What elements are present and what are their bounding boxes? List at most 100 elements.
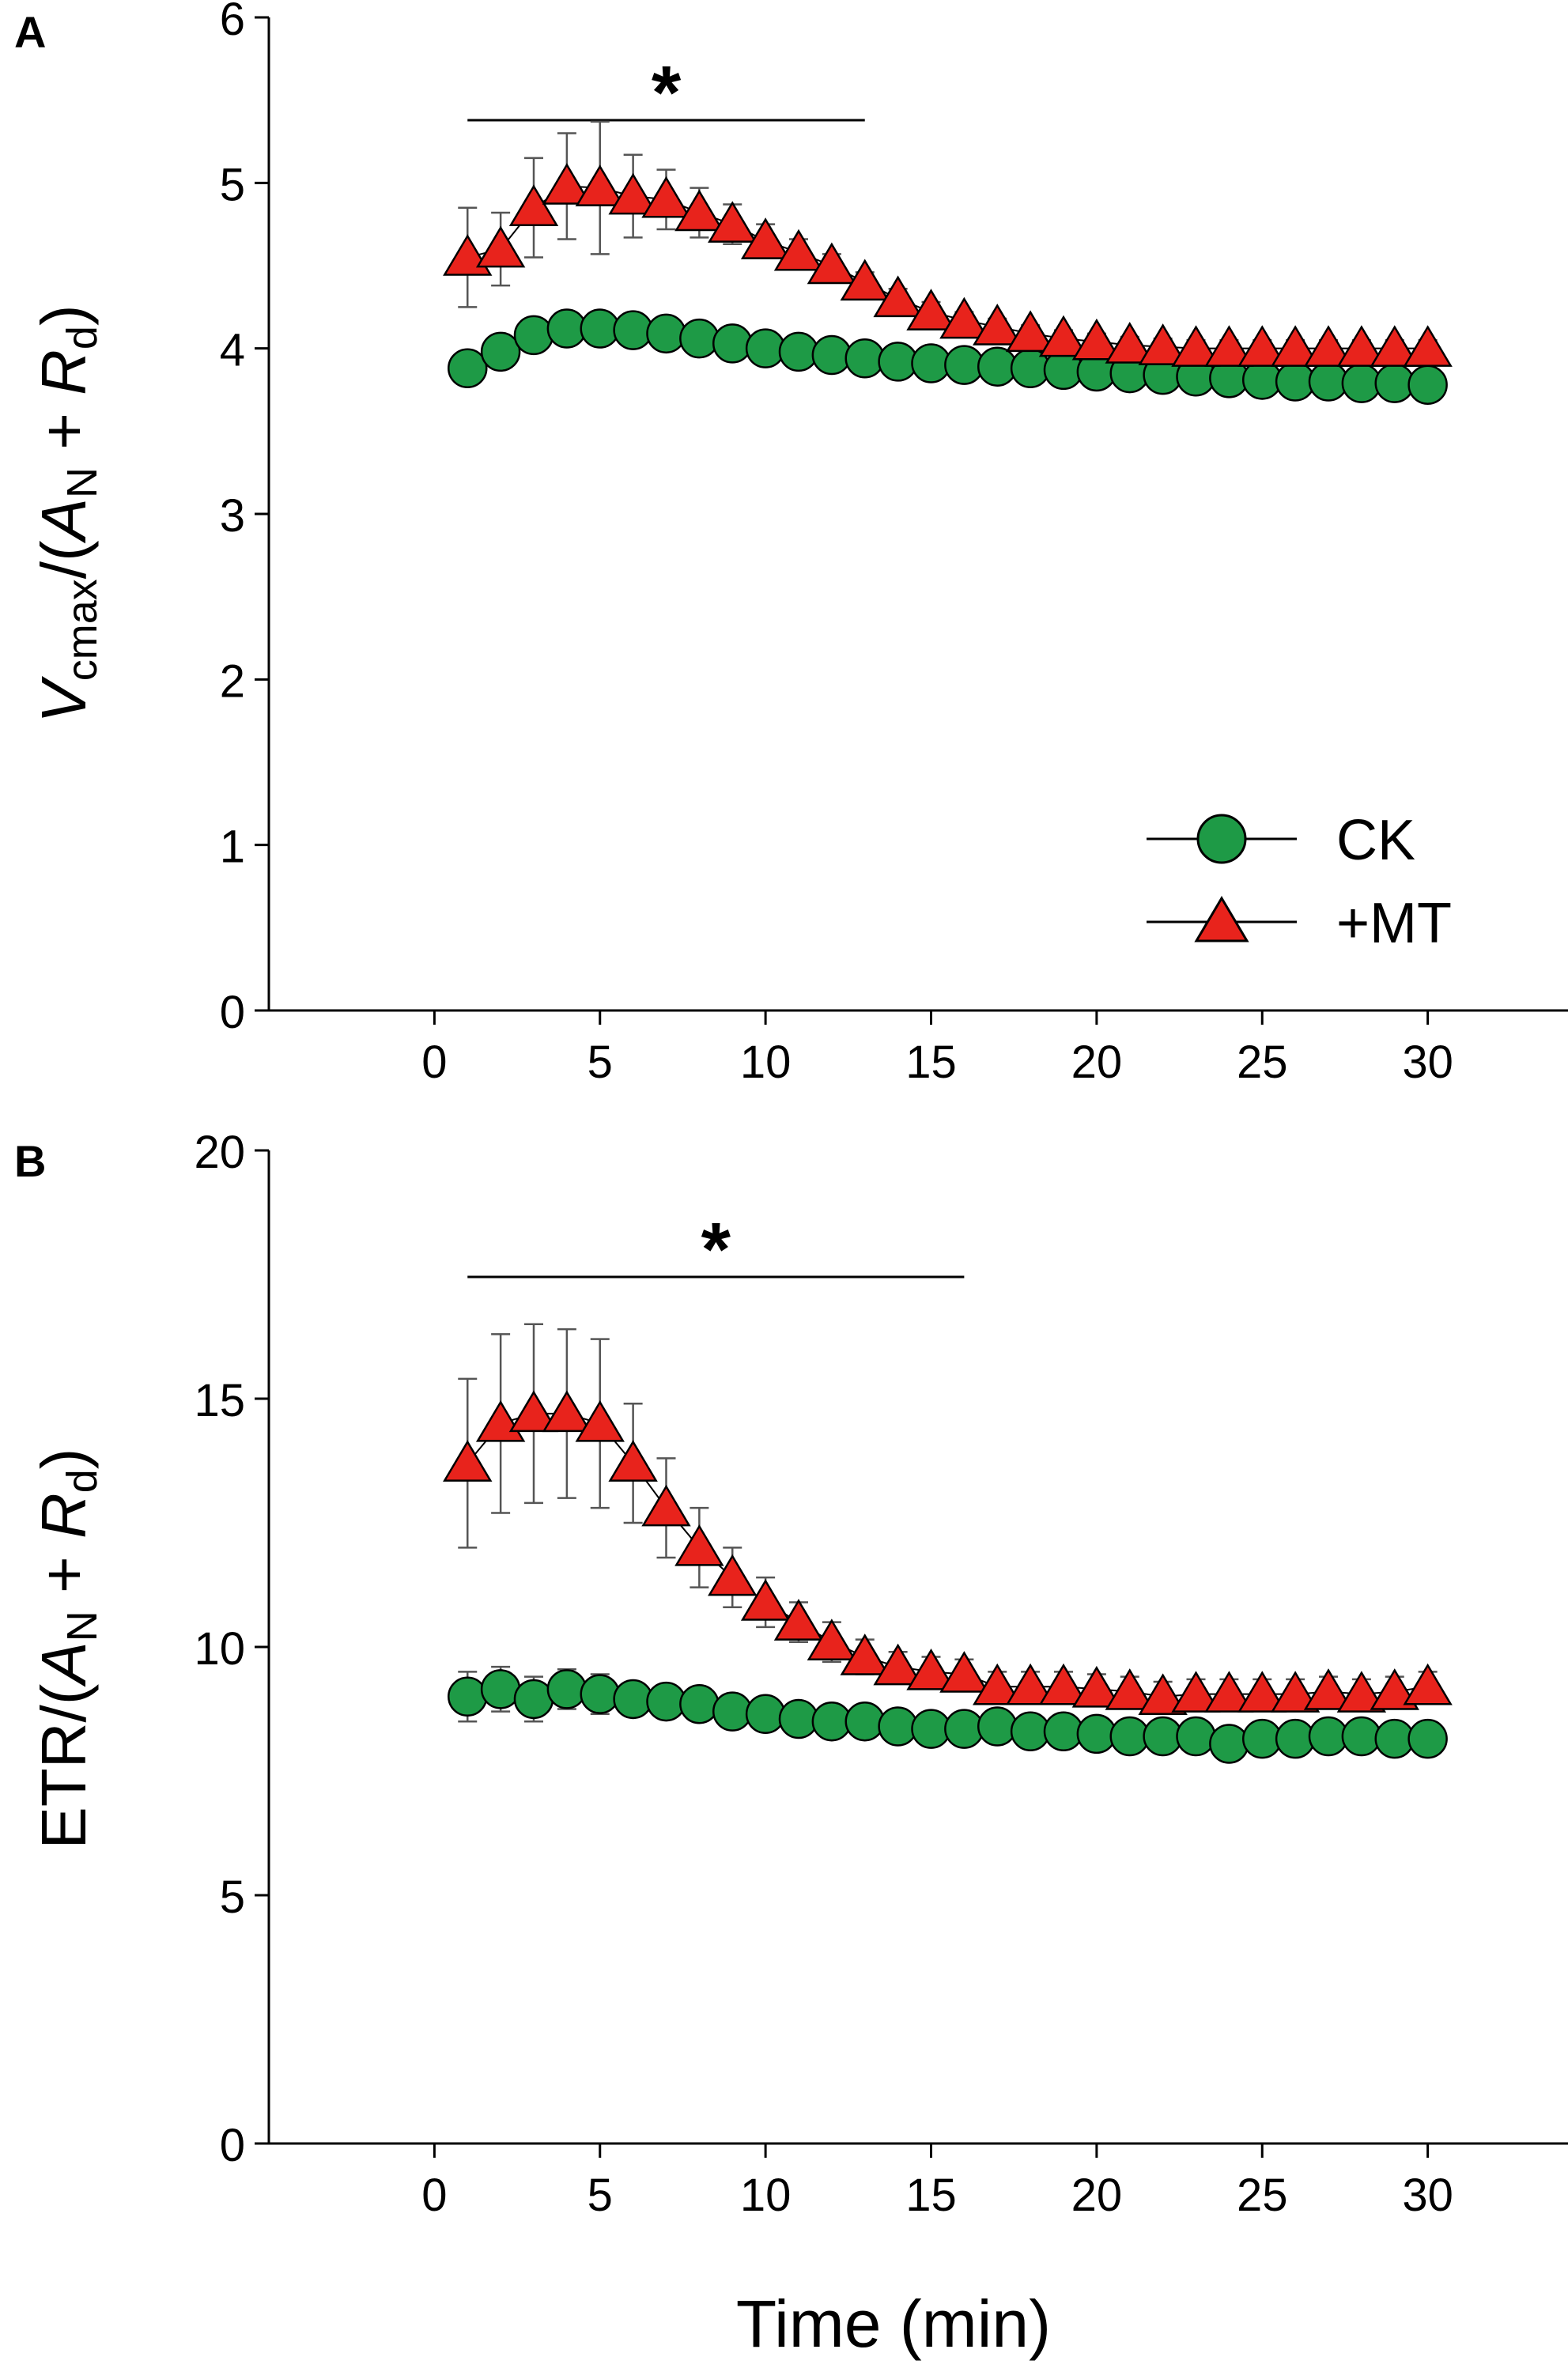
point-mt-a (508, 184, 559, 226)
point-mt-a (1005, 310, 1056, 353)
point-ck-a (844, 338, 885, 379)
y-tick-label-a: 5 (220, 159, 245, 210)
point-mt-a (1138, 323, 1188, 365)
point-mt-b (1038, 1663, 1089, 1705)
point-mt-b (973, 1663, 1022, 1705)
point-ck-b (1275, 1718, 1316, 1759)
point-mt-b (674, 1524, 724, 1566)
point-mt-b (1071, 1665, 1122, 1708)
point-mt-a (608, 172, 658, 215)
y-tick-label-a: 1 (220, 822, 245, 873)
point-ck-b (1341, 1716, 1382, 1757)
panel-label-a: A (14, 7, 46, 57)
point-mt-a (1237, 325, 1287, 367)
point-ck-b (646, 1681, 686, 1722)
point-mt-a (1336, 325, 1387, 367)
series-line-mt-b (467, 1412, 1428, 1698)
point-mt-a (1303, 325, 1354, 367)
y-tick-label-a: 0 (220, 987, 245, 1038)
point-mt-a (1403, 325, 1453, 367)
point-mt-b (740, 1579, 791, 1621)
point-ck-b (977, 1706, 1018, 1747)
point-mt-b (840, 1634, 890, 1675)
point-mt-b (1204, 1671, 1254, 1713)
y-title-a-rest: /( (28, 540, 99, 579)
y-tick-label-b: 10 (194, 1623, 245, 1675)
point-mt-a (1038, 315, 1089, 357)
point-ck-b (679, 1683, 720, 1724)
point-ck-b (613, 1679, 653, 1720)
y-title-b-rd-sub: d (59, 1469, 106, 1493)
point-mt-a (1204, 325, 1254, 367)
panel-label-b: B (14, 1136, 46, 1186)
y-title-b-plus: + (28, 1539, 99, 1611)
point-mt-b (608, 1440, 658, 1482)
x-axis-title: Time (min) (736, 2287, 1051, 2361)
point-ck-b (1076, 1713, 1117, 1754)
point-ck-b (448, 1676, 488, 1717)
y-title-b-rd: R (28, 1493, 99, 1539)
point-mt-b (1403, 1663, 1453, 1705)
point-mt-b (807, 1618, 857, 1660)
significance-star-b: * (701, 1207, 731, 1292)
x-tick-label-a: 20 (1071, 1037, 1123, 1088)
x-tick-label-a: 30 (1402, 1037, 1453, 1088)
y-title-b-an: A (28, 1641, 99, 1686)
point-ck-b (480, 1669, 521, 1709)
x-tick-label-b: 0 (421, 2170, 447, 2221)
point-mt-a (575, 164, 625, 206)
point-mt-b (1370, 1668, 1419, 1710)
y-title-a-rd-sub: d (59, 326, 106, 349)
y-tick-label-b: 5 (220, 1872, 245, 1923)
y-tick-label-a: 2 (220, 655, 245, 707)
x-tick-label-b: 30 (1402, 2170, 1453, 2221)
point-mt-b (1105, 1668, 1154, 1710)
point-mt-a (1171, 325, 1221, 367)
point-ck-b (1043, 1711, 1084, 1752)
y-title-b-rest: /( (28, 1683, 99, 1722)
point-ck-a (811, 334, 852, 376)
y-title-a-sub: cmax (59, 579, 106, 681)
point-mt-b (1171, 1671, 1221, 1713)
point-ck-b (878, 1706, 918, 1747)
y-title-b-main: ETR (28, 1722, 99, 1849)
point-mt-b (508, 1390, 559, 1433)
legend-mt-marker (1194, 896, 1249, 942)
point-mt-a (475, 225, 526, 268)
y-title-a-plus: + (28, 395, 99, 467)
point-ck-b (745, 1694, 786, 1735)
point-mt-b (443, 1440, 493, 1482)
point-mt-a (906, 289, 956, 330)
point-mt-a (674, 189, 724, 232)
point-ck-b (712, 1691, 753, 1732)
axes-b: 0510152005101520253035 (194, 1127, 1568, 2221)
point-ck-a (1407, 364, 1448, 405)
point-mt-a (840, 259, 890, 301)
y-tick-label-b: 20 (194, 1127, 245, 1178)
point-ck-a (745, 328, 786, 368)
point-mt-b (1237, 1671, 1287, 1713)
point-mt-a (1105, 322, 1154, 364)
axes-a: 012345605101520253035 (220, 0, 1568, 1088)
x-tick-label-a: 0 (421, 1037, 447, 1088)
point-mt-b (1005, 1663, 1056, 1705)
point-ck-a (513, 315, 554, 356)
x-tick-label-b: 20 (1071, 2170, 1123, 2221)
point-mt-a (939, 296, 989, 339)
x-tick-label-b: 25 (1237, 2170, 1288, 2221)
point-ck-b (1176, 1716, 1216, 1757)
point-mt-a (973, 303, 1022, 346)
y-tick-label-a: 6 (220, 0, 245, 45)
point-mt-b (939, 1651, 989, 1693)
point-mt-a (807, 242, 857, 285)
point-mt-b (542, 1390, 592, 1433)
point-mt-a (708, 201, 758, 243)
point-ck-b (1407, 1718, 1448, 1759)
x-tick-label-b: 10 (740, 2170, 792, 2221)
point-ck-a (646, 313, 686, 354)
point-ck-b (546, 1669, 588, 1709)
point-mt-a (641, 176, 691, 218)
point-mt-b (641, 1484, 691, 1527)
x-tick-label-a: 15 (905, 1037, 957, 1088)
point-mt-a (1370, 325, 1419, 367)
